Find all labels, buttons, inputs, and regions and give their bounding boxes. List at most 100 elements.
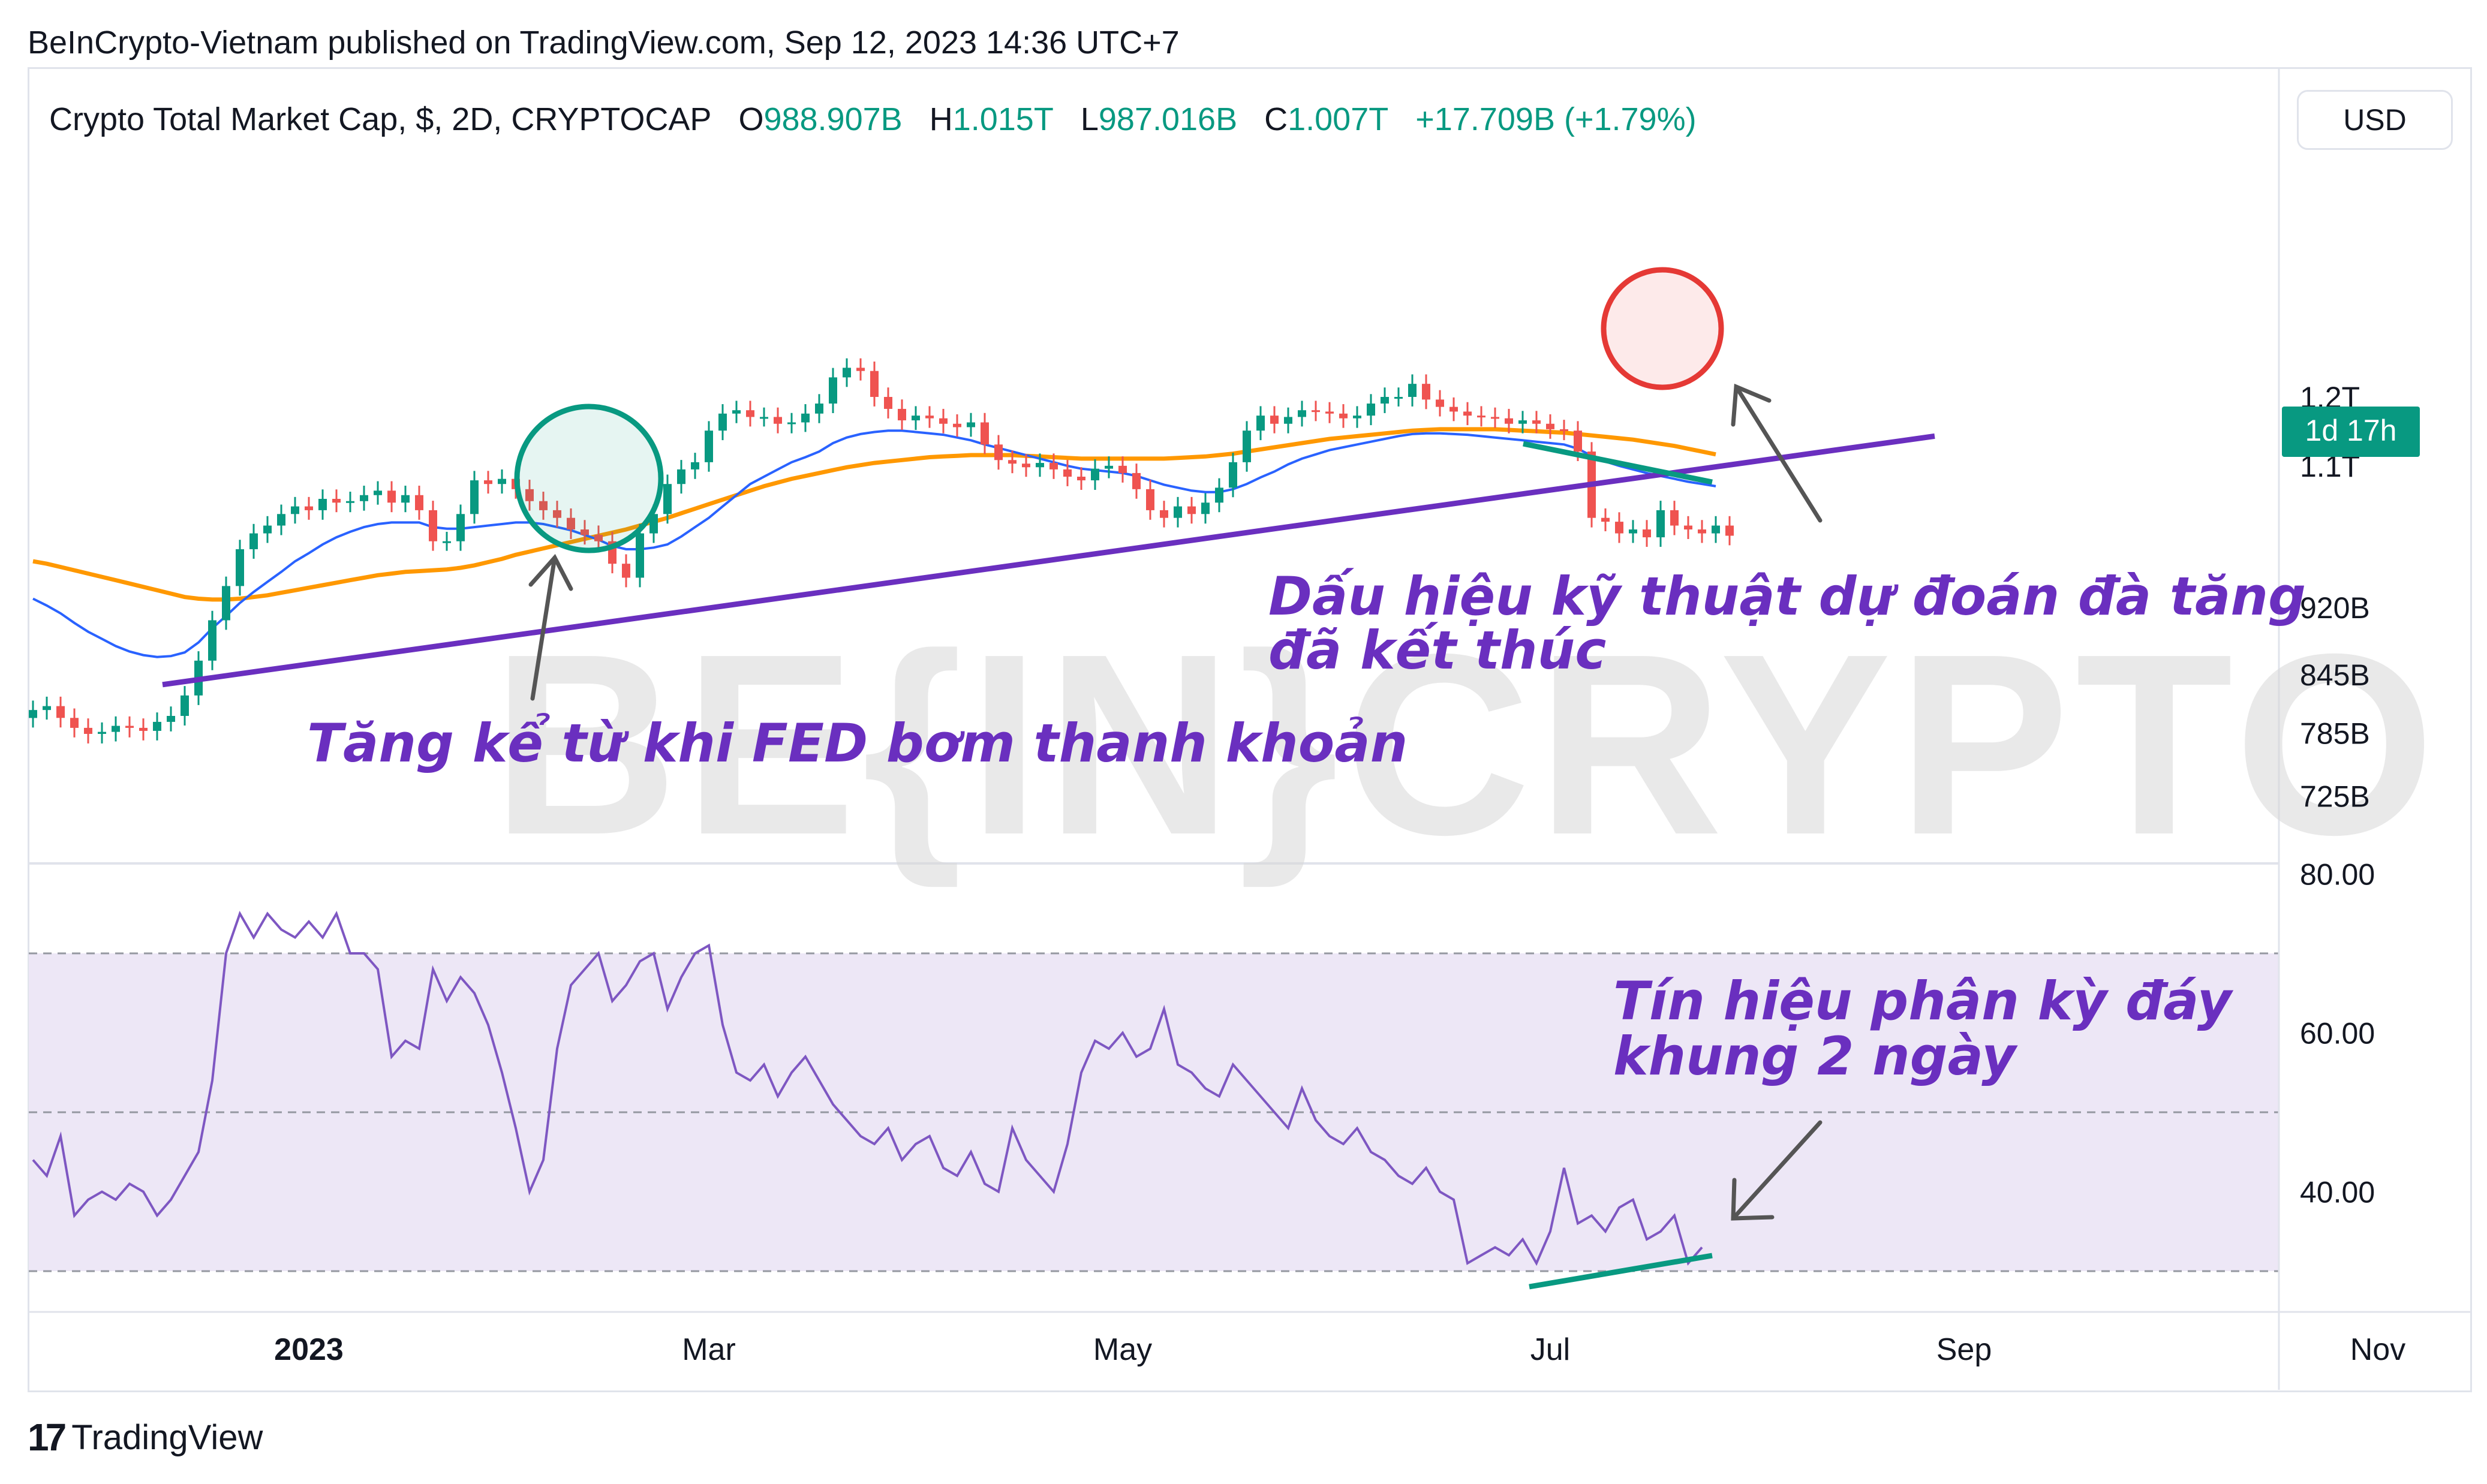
candle-body: [1187, 506, 1196, 514]
candle-body: [1077, 476, 1085, 481]
price-tick-label: 920B: [2300, 591, 2370, 625]
candle-body: [263, 525, 272, 534]
candle-body: [1629, 529, 1637, 534]
candle-body: [1505, 418, 1513, 424]
candle-body: [1063, 469, 1072, 477]
candle-body: [498, 478, 506, 484]
candle-body: [760, 417, 768, 419]
chart-frame: [28, 67, 2472, 1392]
candle-body: [29, 710, 37, 718]
legend-high: 1.015T: [952, 101, 1054, 137]
candle-body: [415, 495, 423, 510]
candle-body: [829, 377, 837, 404]
candle-body: [318, 499, 327, 510]
annotation-divergence-line2: khung 2 ngày: [1613, 1025, 2018, 1087]
candle-body: [1698, 529, 1706, 534]
legend-low: 987.016B: [1098, 101, 1238, 137]
annotation-rally: Tăng kể từ khi FED bơm thanh khoản: [307, 712, 1408, 774]
candle-body: [374, 490, 382, 495]
legend-open: 988.907B: [763, 101, 903, 137]
price-tick-label: 845B: [2300, 658, 2370, 692]
candle-body: [567, 517, 575, 530]
candle-body: [815, 404, 823, 414]
legend-low-label: L: [1080, 101, 1099, 137]
publisher-caption: BeInCrypto-Vietnam published on TradingV…: [28, 25, 1180, 61]
candle-body: [1118, 465, 1127, 473]
candle-body: [112, 726, 120, 732]
candle-body: [1284, 417, 1292, 424]
candle-body: [1394, 396, 1403, 399]
legend-change: +17.709B (+1.79%): [1415, 101, 1697, 137]
candle-body: [125, 726, 134, 728]
candle-body: [277, 514, 285, 526]
candle-body: [346, 501, 354, 503]
price-tick-label: 725B: [2300, 779, 2370, 813]
currency-button[interactable]: USD: [2297, 90, 2453, 150]
candle-body: [1105, 465, 1113, 469]
candle-body: [1353, 416, 1361, 419]
rsi-line: [32, 911, 1703, 1266]
candle-body: [898, 408, 906, 421]
arrow-divergence: [1731, 1120, 1823, 1221]
candle-body: [222, 586, 230, 621]
candle-body: [912, 416, 920, 421]
candle-body: [1367, 404, 1375, 416]
candle-body: [1049, 463, 1058, 469]
candle-body: [1201, 502, 1210, 514]
candle-body: [1615, 522, 1623, 534]
time-tick-label: May: [1093, 1332, 1152, 1367]
candle-body: [70, 718, 79, 728]
candle-body: [636, 533, 644, 578]
candle-body: [153, 721, 161, 731]
candle-body: [994, 444, 1003, 460]
candle-body: [925, 416, 934, 419]
candle-body: [1243, 431, 1251, 462]
candle-body: [1712, 525, 1720, 534]
candle-body: [1477, 416, 1485, 418]
candle-body: [1656, 510, 1665, 538]
candle-body: [1436, 399, 1444, 407]
tradingview-logo: 17 TradingView: [28, 1415, 263, 1459]
countdown-badge: 1d 17h: [2305, 414, 2397, 447]
legend-title: Crypto Total Market Cap, $, 2D, CRYPTOCA…: [49, 101, 712, 137]
candle-body: [581, 529, 589, 535]
candle-body: [456, 514, 465, 541]
candle-body: [1160, 510, 1168, 518]
candle-body: [1450, 407, 1458, 412]
candle-body: [236, 549, 244, 586]
candle-body: [387, 490, 396, 503]
candle-body: [746, 410, 754, 417]
candle-body: [981, 422, 989, 445]
candle-body: [1546, 423, 1554, 429]
time-tick-label: Nov: [2350, 1332, 2405, 1367]
candle-body: [1036, 463, 1044, 468]
candle-body: [1022, 463, 1030, 468]
rsi-tick-label: 80.00: [2300, 858, 2375, 892]
candle-body: [967, 422, 975, 428]
candle-body: [1408, 384, 1417, 397]
slow-moving-average-line: [32, 427, 1716, 602]
tradingview-mark-icon: 17: [28, 1416, 67, 1459]
candle-body: [663, 484, 672, 514]
candle-body: [1339, 413, 1348, 419]
candle-body: [1325, 411, 1334, 414]
candle-body: [1146, 489, 1154, 510]
candle-body: [525, 489, 534, 501]
candle-body: [953, 423, 961, 428]
candle-body: [1312, 410, 1320, 413]
candle-body: [208, 620, 216, 661]
countdown-badge-bg: [2282, 407, 2420, 457]
time-tick-label: Jul: [1530, 1332, 1570, 1367]
candle-body: [470, 480, 479, 514]
candle-body: [705, 431, 713, 462]
candle-body: [594, 535, 603, 541]
candle-body: [1008, 460, 1017, 464]
candle-body: [884, 396, 892, 409]
candle-body: [56, 706, 65, 718]
candle-body: [787, 422, 796, 425]
annotation-end-line1: Dấu hiệu kỹ thuật dự đoán đà tăng: [1268, 565, 2306, 627]
candle-body: [84, 727, 92, 734]
candle-body: [1270, 416, 1279, 424]
rsi-divergence-line: [1529, 1253, 1713, 1290]
